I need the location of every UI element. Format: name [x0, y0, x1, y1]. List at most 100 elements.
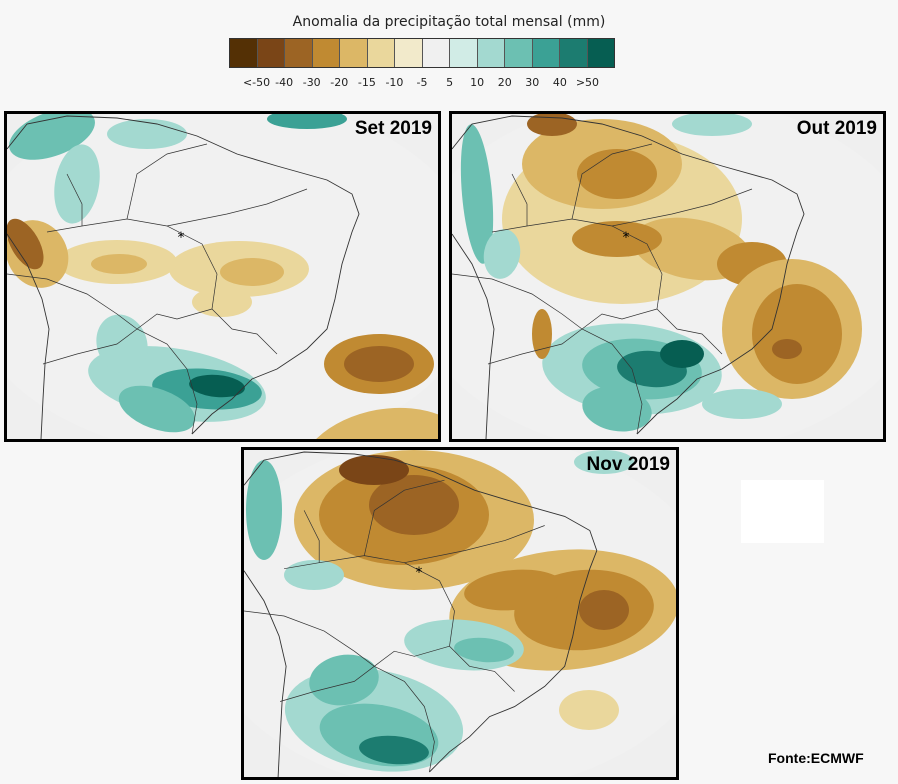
legend-color-bar	[229, 38, 615, 68]
coastline	[244, 451, 598, 773]
anomaly-blob	[752, 284, 842, 384]
legend-tick-label: -40	[275, 76, 294, 89]
border	[166, 188, 308, 227]
anomaly-blob	[582, 386, 652, 432]
legend-tick-label: -10	[385, 76, 404, 89]
anomaly-blob	[309, 654, 379, 706]
anomaly-map-set: *	[7, 114, 438, 439]
border	[511, 173, 528, 226]
border	[136, 308, 213, 330]
legend-swatch	[505, 39, 533, 67]
border	[284, 555, 515, 692]
coastline-west	[452, 233, 495, 439]
legend-tick-label: -5	[416, 76, 428, 89]
legend-swatch	[450, 39, 478, 67]
legend-swatch	[422, 39, 450, 67]
anomaly-blob	[460, 124, 494, 264]
anomaly-blob	[54, 144, 100, 224]
legend-swatch	[395, 39, 423, 67]
anomaly-blob	[91, 254, 147, 274]
anomaly-map-nov: *	[244, 450, 676, 777]
anomaly-blob	[7, 218, 44, 270]
border	[374, 645, 450, 667]
coastline	[7, 115, 360, 435]
legend-swatch	[257, 39, 285, 67]
border	[66, 173, 83, 226]
coastline-west	[7, 233, 50, 439]
location-marker-icon: *	[416, 565, 423, 581]
legend-swatch	[477, 39, 505, 67]
anomaly-blob	[118, 385, 196, 433]
anomaly-blob	[660, 340, 704, 368]
blank-panel	[741, 480, 824, 543]
legend-swatch	[560, 39, 588, 67]
anomaly-blob	[192, 287, 252, 317]
legend-tick-label: 40	[552, 76, 567, 89]
legend-tick-label: 30	[525, 76, 540, 89]
anomaly-blob	[532, 309, 552, 359]
anomaly-blob	[672, 114, 752, 136]
border	[571, 143, 653, 220]
anomaly-blob	[96, 314, 148, 374]
border	[487, 328, 583, 365]
map-out-2019: * Out 2019	[449, 111, 886, 442]
legend-swatch	[587, 39, 614, 67]
legend-title: Anomalia da precipitação total mensal (m…	[292, 14, 606, 30]
border	[42, 328, 138, 365]
anomaly-blob	[267, 114, 347, 129]
legend-swatch	[340, 39, 368, 67]
legend-labels: <-50 -40 -30 -20 -15 -10 -5 5 10 20 30 40 >50	[0, 76, 898, 92]
border	[363, 479, 445, 556]
legend-tick-label: 5	[446, 76, 454, 89]
anomaly-blob	[483, 229, 521, 279]
anomaly-blob	[577, 149, 657, 199]
anomaly-blob	[284, 560, 344, 590]
legend-swatch	[312, 39, 340, 67]
anomaly-blob	[369, 475, 459, 535]
map-nov-2019: * Nov 2019	[241, 447, 679, 780]
map-title-out: Out 2019	[796, 118, 877, 139]
anomaly-blob	[344, 346, 414, 382]
anomaly-blob	[107, 119, 187, 149]
legend-tick-label: <-50	[242, 76, 271, 89]
border	[46, 218, 278, 355]
map-set-2019: * Set 2019	[4, 111, 441, 442]
border	[404, 525, 545, 564]
legend-tick-label: -20	[330, 76, 349, 89]
anomaly-blob	[527, 114, 577, 136]
legend-tick-label: 20	[497, 76, 512, 89]
map-title-nov: Nov 2019	[586, 454, 670, 475]
anomaly-blob	[246, 460, 282, 560]
source-credit: Fonte:ECMWF	[768, 750, 864, 766]
border	[280, 666, 375, 702]
legend-tick-label: -15	[357, 76, 376, 89]
anomaly-blob	[579, 590, 629, 630]
anomaly-blob	[189, 374, 245, 398]
border	[126, 143, 208, 220]
border	[611, 188, 753, 227]
map-title-set: Set 2019	[354, 118, 432, 139]
border	[491, 218, 723, 355]
anomaly-blob	[559, 690, 619, 730]
anomaly-map-out: *	[452, 114, 883, 439]
location-marker-icon: *	[178, 230, 185, 246]
anomaly-blob	[339, 455, 409, 485]
coastline	[452, 115, 805, 435]
legend-tick-label: >50	[575, 76, 600, 89]
anomaly-blob	[574, 450, 634, 474]
anomaly-blob	[9, 114, 95, 160]
coastline-west	[244, 570, 287, 777]
border	[581, 308, 658, 330]
anomaly-blob	[359, 735, 429, 765]
legend-swatch	[285, 39, 313, 67]
legend-swatch	[367, 39, 395, 67]
anomaly-blob	[454, 637, 514, 663]
anomaly-blob	[772, 339, 802, 359]
legend-swatch	[230, 39, 258, 67]
anomaly-blob	[220, 258, 284, 286]
anomaly-blob	[702, 389, 782, 419]
anomaly-blob	[464, 569, 564, 611]
border	[303, 510, 320, 563]
legend-tick-label: -30	[302, 76, 321, 89]
anomaly-blob	[297, 407, 438, 439]
